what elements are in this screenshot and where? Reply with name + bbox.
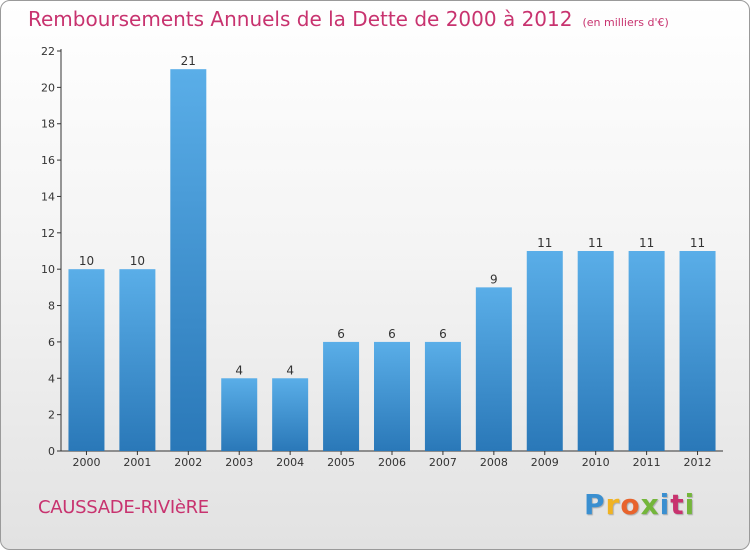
chart-bars: 10 10 21 4 4 6 6 6 9 11 11 11 11: [68, 54, 716, 451]
y-tick-label: 0: [48, 445, 55, 458]
data-label: 11: [588, 236, 603, 250]
data-label: 4: [235, 363, 243, 377]
y-tick-label: 16: [41, 154, 55, 167]
bar: [475, 287, 512, 451]
bar: [221, 378, 258, 451]
bar: [628, 251, 665, 451]
x-tick-label: 2009: [531, 456, 559, 469]
x-tick-label: 2000: [72, 456, 100, 469]
bar: [323, 341, 360, 451]
title-row: Remboursements Annuels de la Dette de 20…: [28, 7, 669, 31]
data-label: 10: [130, 254, 145, 268]
y-tick-label: 20: [41, 81, 55, 94]
y-tick-label: 8: [48, 300, 55, 313]
data-label: 11: [690, 236, 705, 250]
bar: [68, 269, 105, 451]
x-tick-label: 2004: [276, 456, 304, 469]
x-tick-label: 2002: [174, 456, 202, 469]
x-tick-label: 2010: [582, 456, 610, 469]
data-label: 10: [79, 254, 94, 268]
y-tick-label: 14: [41, 190, 55, 203]
data-label: 21: [181, 54, 196, 68]
chart-unit-label: (en milliers d'€): [582, 16, 669, 29]
data-label: 6: [337, 327, 345, 341]
data-label: 6: [439, 327, 447, 341]
x-tick-label: 2006: [378, 456, 406, 469]
x-tick-label: 2005: [327, 456, 355, 469]
chart-title: Remboursements Annuels de la Dette de 20…: [28, 7, 573, 31]
place-name: CAUSSADE-RIVIèRE: [38, 497, 209, 518]
data-label: 11: [639, 236, 654, 250]
y-tick-label: 12: [41, 227, 55, 240]
y-tick-label: 18: [41, 118, 55, 131]
x-tick-label: 2011: [633, 456, 661, 469]
y-tick-label: 22: [41, 45, 55, 58]
bar: [424, 341, 461, 451]
x-tick-label: 2001: [123, 456, 151, 469]
y-tick-label: 10: [41, 263, 55, 276]
data-label: 4: [286, 363, 294, 377]
x-tick-label: 2012: [684, 456, 712, 469]
data-label: 11: [537, 236, 552, 250]
y-tick-label: 6: [48, 336, 55, 349]
x-tick-label: 2003: [225, 456, 253, 469]
y-tick-label: 4: [48, 372, 55, 385]
bar: [577, 251, 614, 451]
bar: [679, 251, 716, 451]
data-label: 6: [388, 327, 396, 341]
data-label: 9: [490, 272, 498, 286]
brand-logo: Proxiti: [584, 488, 696, 521]
x-tick-label: 2007: [429, 456, 457, 469]
y-tick-label: 2: [48, 409, 55, 422]
bar: [374, 341, 410, 451]
x-tick-label: 2008: [480, 456, 508, 469]
bar: [170, 69, 207, 451]
bar: [119, 269, 156, 451]
chart-axes: 0 2 4 6 8 10 12 14 16 18 20 22 2000 2001 2002 2003 2004 2…: [41, 45, 723, 469]
bar: [272, 378, 309, 451]
bar: [526, 251, 563, 451]
